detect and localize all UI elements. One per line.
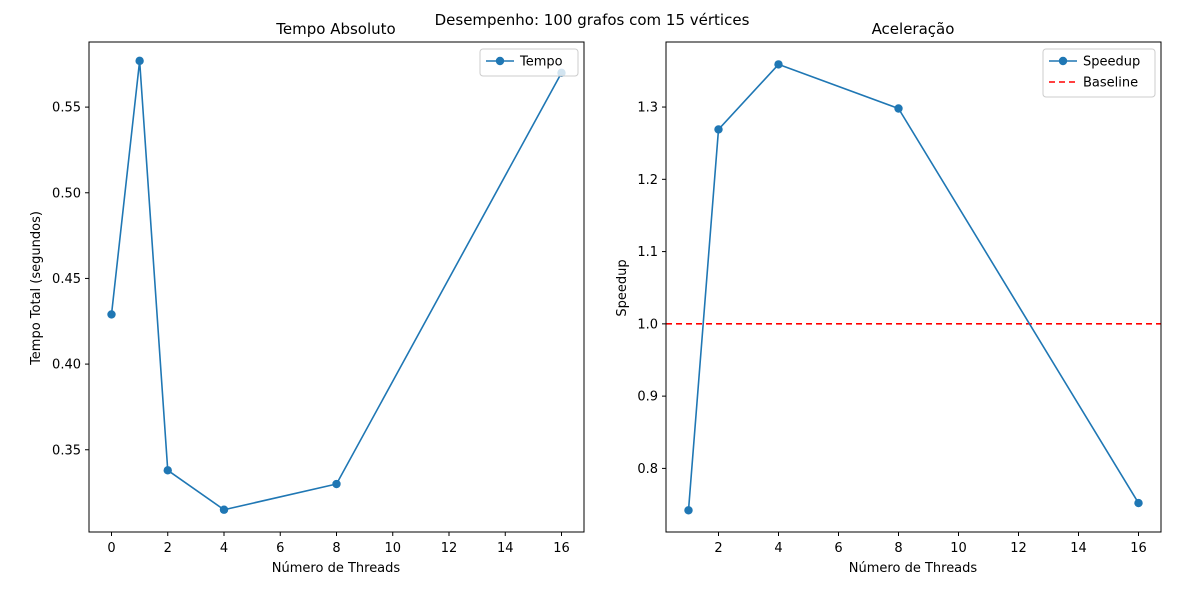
x-tick-label: 2: [164, 541, 172, 556]
y-tick-label: 0.50: [52, 186, 81, 201]
x-axis-label: Número de Threads: [272, 561, 401, 576]
data-point: [219, 505, 229, 514]
data-point: [332, 479, 341, 489]
chart-aceleracao: Aceleração Número de Threads Speedup 2 4 6…: [615, 20, 1162, 576]
chart-title: Aceleração: [872, 20, 955, 38]
legend-box: [479, 48, 579, 77]
x-tick-label: 2: [714, 541, 722, 556]
data-point: [163, 466, 172, 475]
series-line-tempo: [110, 60, 563, 511]
x-tick-label: 14: [497, 541, 514, 556]
y-tick-label: 0.35: [52, 443, 81, 458]
x-tick-label: 8: [894, 541, 902, 556]
y-tick-label: 1.3: [637, 101, 658, 116]
x-tick-label: 0: [107, 541, 115, 556]
chart-tempo-absoluto: Tempo Absoluto Número de Threads Tempo T…: [29, 20, 585, 576]
x-tick-label: 14: [1070, 541, 1087, 556]
y-tick-label: 1.0: [637, 317, 658, 332]
legend-label-baseline: Baseline: [1083, 76, 1138, 91]
x-tick-label: 12: [1010, 541, 1027, 556]
y-tick-label: 0.55: [52, 101, 81, 116]
data-point: [894, 104, 903, 113]
x-tick-label: 6: [834, 541, 842, 556]
y-tick-label: 1.2: [637, 173, 658, 188]
data-point: [714, 125, 723, 134]
legend-marker: [1058, 56, 1068, 66]
data-point: [107, 310, 116, 319]
data-point: [135, 56, 144, 66]
y-tick-label: 1.1: [637, 245, 658, 260]
y-axis-label: Speedup: [615, 259, 630, 316]
figure-suptitle: Desempenho: 100 grafos com 15 vértices: [435, 11, 750, 29]
x-axis-label: Número de Threads: [849, 561, 978, 576]
data-point: [684, 506, 693, 515]
legend-label-tempo: Tempo: [519, 55, 563, 70]
x-tick-label: 10: [950, 541, 967, 556]
series-line-speedup: [687, 63, 1140, 511]
y-axis-label: Tempo Total (segundos): [29, 211, 44, 366]
x-tick-label: 10: [384, 541, 401, 556]
data-point: [1134, 498, 1143, 508]
x-tick-label: 8: [332, 541, 340, 556]
legend-label-speedup: Speedup: [1083, 55, 1140, 70]
x-tick-label: 4: [774, 541, 782, 556]
y-tick-label: 0.8: [637, 462, 658, 477]
x-tick-label: 12: [441, 541, 458, 556]
data-point: [774, 60, 783, 69]
legend-marker: [495, 56, 505, 66]
x-tick-label: 16: [1130, 541, 1147, 556]
x-tick-label: 16: [553, 541, 570, 556]
axes-frame: [88, 41, 585, 533]
y-tick-label: 0.45: [52, 272, 81, 287]
y-tick-label: 0.9: [637, 390, 658, 405]
axes-frame: [665, 41, 1162, 533]
y-tick-label: 0.40: [52, 358, 81, 373]
x-tick-label: 4: [220, 541, 228, 556]
chart-title: Tempo Absoluto: [275, 20, 395, 38]
x-tick-label: 6: [276, 541, 284, 556]
